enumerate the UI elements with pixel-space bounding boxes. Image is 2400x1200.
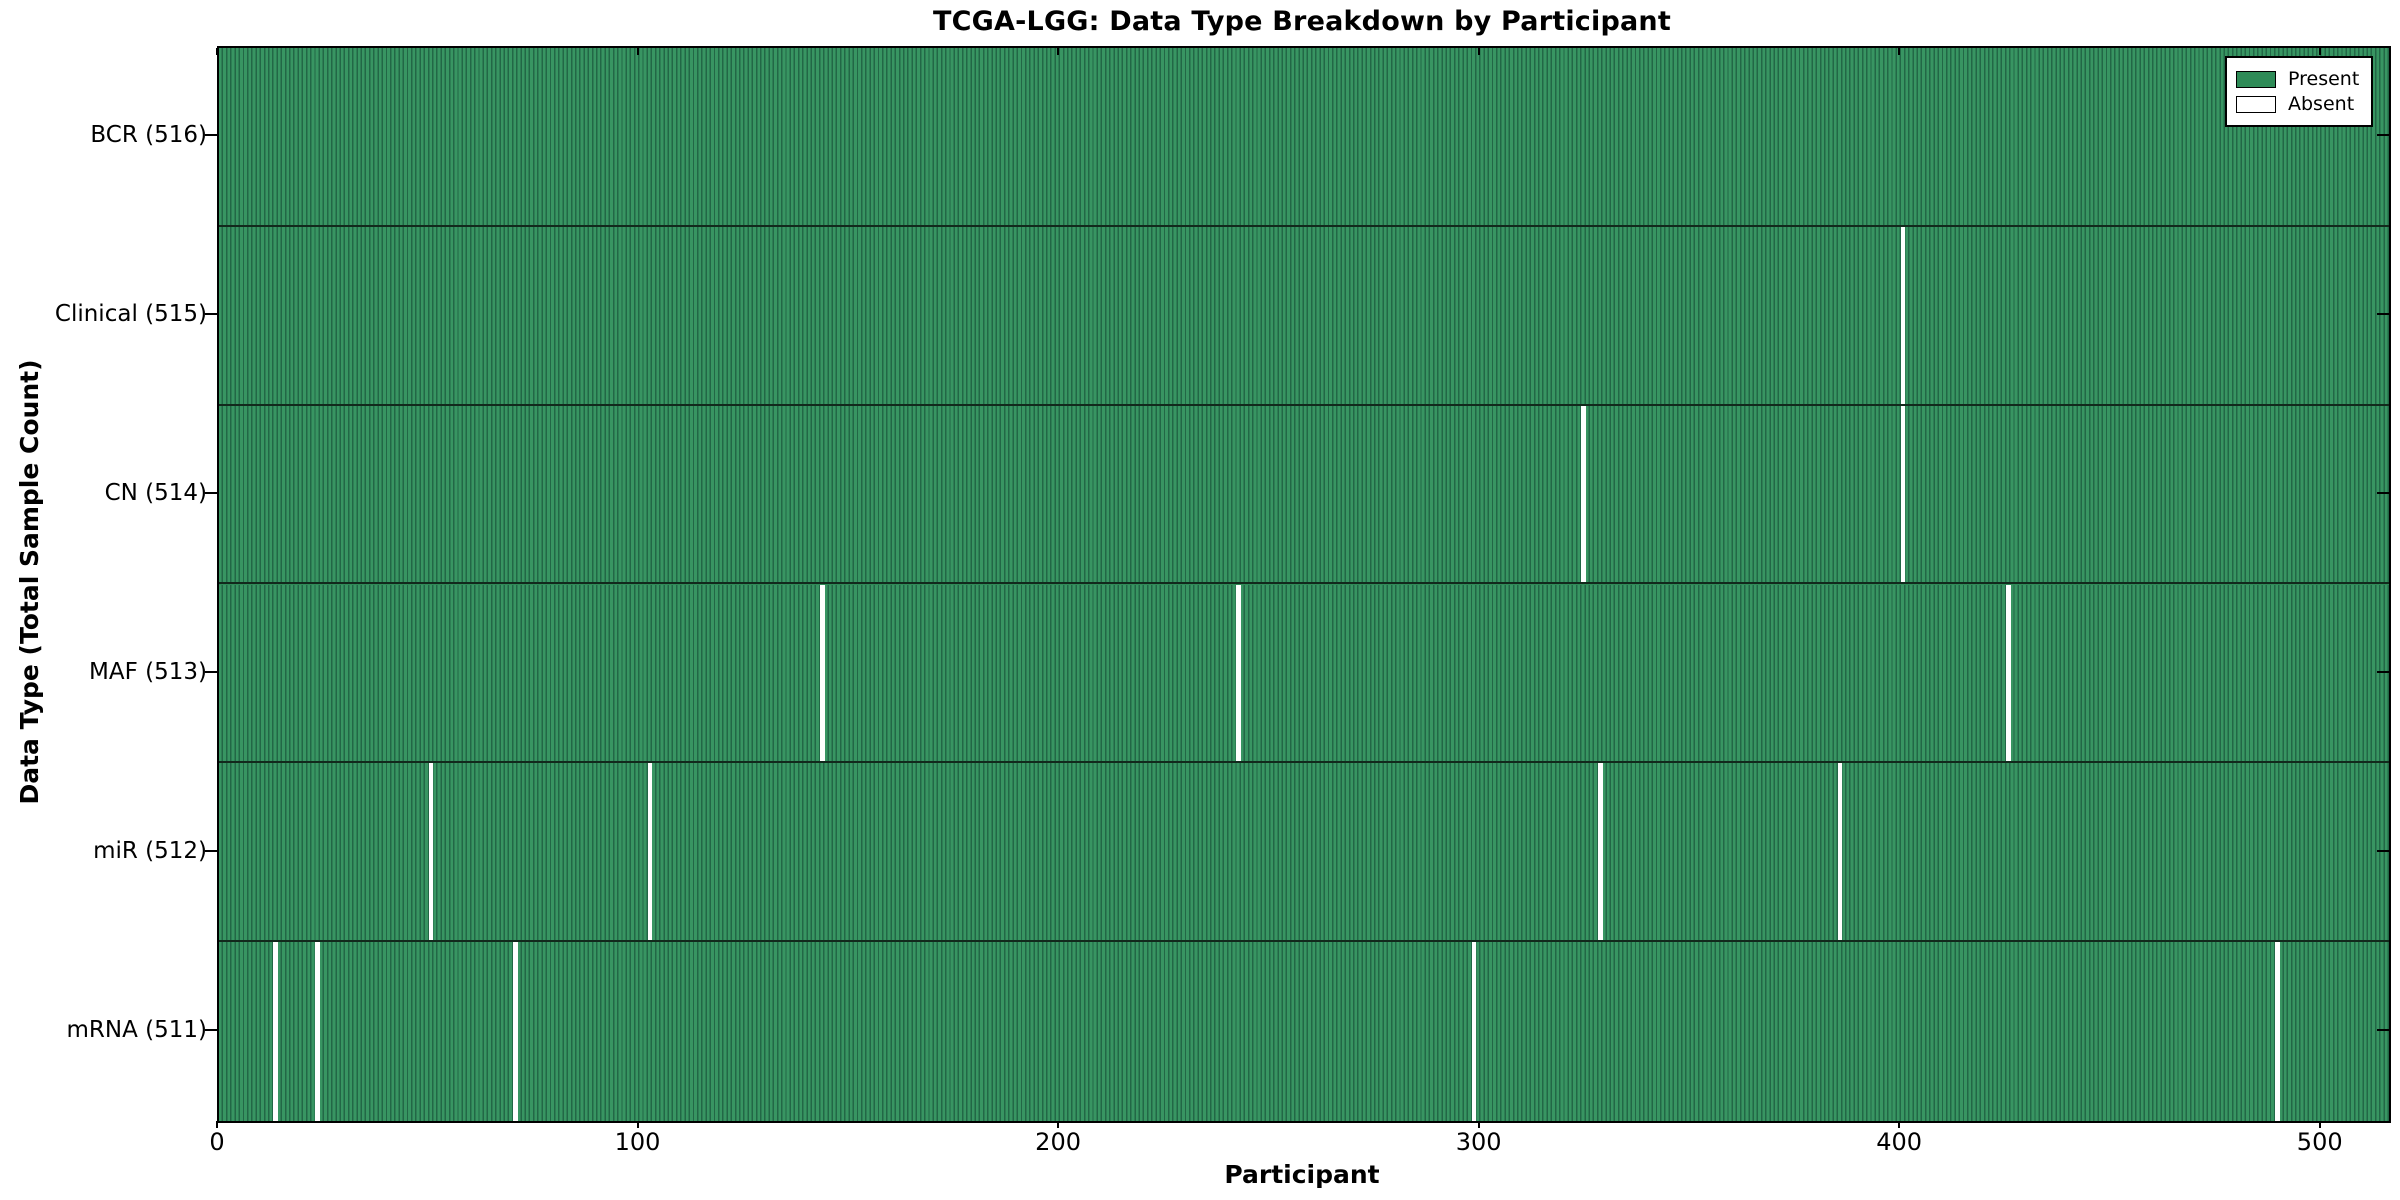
- absent-gap-miR-102: [647, 763, 653, 941]
- absent-gap-mRNA-23: [315, 942, 320, 1121]
- x-tick-bottom: [1898, 1121, 1901, 1128]
- x-tick-top: [1898, 48, 1901, 55]
- x-tick-bottom: [1477, 1121, 1480, 1128]
- row-BCR: [219, 48, 2389, 227]
- absent-gap-Clinical-400: [1900, 226, 1906, 404]
- absent-gap-mRNA-13: [273, 942, 278, 1121]
- y-tick-left: [205, 492, 217, 495]
- x-tick-bottom: [636, 1121, 639, 1128]
- y-axis-title: Data Type (Total Sample Count): [15, 359, 44, 805]
- row-CN: [219, 405, 2389, 585]
- y-tick-left: [205, 670, 217, 673]
- y-tick-left: [205, 313, 217, 316]
- x-tick-bottom: [1057, 1121, 1060, 1128]
- absent-gap-mRNA-489: [2275, 942, 2280, 1121]
- absent-gap-CN-400: [1900, 405, 1906, 583]
- x-axis-title: Participant: [1224, 1160, 1380, 1189]
- x-tick-top: [2318, 48, 2321, 55]
- absent-swatch-icon: [2236, 95, 2276, 113]
- y-tick-label-mRNA: mRNA (511): [66, 1016, 207, 1043]
- legend-present-label: Present: [2288, 68, 2360, 90]
- row-MAF: [219, 584, 2389, 764]
- x-tick-top: [1057, 48, 1060, 55]
- x-tick-label-300: 300: [1455, 1128, 1502, 1156]
- y-tick-right: [2377, 670, 2389, 673]
- present-swatch-icon: [2236, 70, 2276, 88]
- row-Clinical: [219, 226, 2389, 406]
- row-miR: [219, 763, 2389, 943]
- y-tick-label-MAF: MAF (513): [89, 658, 207, 685]
- chart-title: TCGA-LGG: Data Type Breakdown by Partici…: [933, 6, 1671, 37]
- row-mRNA: [219, 942, 2389, 1121]
- absent-gap-MAF-242: [1236, 584, 1241, 762]
- absent-gap-mRNA-298: [1471, 942, 1477, 1121]
- absent-gap-CN-324: [1581, 405, 1586, 583]
- y-tick-right: [2377, 313, 2389, 316]
- x-tick-label-200: 200: [1035, 1128, 1081, 1156]
- absent-gap-miR-328: [1598, 763, 1603, 941]
- y-tick-right: [2377, 492, 2389, 495]
- x-tick-label-100: 100: [614, 1128, 661, 1156]
- x-tick-bottom: [216, 1121, 218, 1128]
- absent-gap-mRNA-70: [513, 942, 518, 1121]
- legend-absent-label: Absent: [2288, 93, 2355, 115]
- x-tick-bottom: [2318, 1121, 2321, 1128]
- y-tick-left: [205, 134, 217, 137]
- absent-gap-MAF-143: [820, 584, 825, 762]
- absent-gap-miR-385: [1837, 763, 1843, 941]
- x-tick-top: [1477, 48, 1480, 55]
- y-tick-left: [205, 849, 217, 852]
- y-tick-right: [2377, 849, 2389, 852]
- x-tick-top: [216, 48, 218, 55]
- absent-gap-miR-50: [428, 763, 434, 941]
- legend: Present Absent: [2225, 56, 2373, 127]
- legend-item-present: Present: [2236, 68, 2362, 90]
- x-tick-top: [636, 48, 639, 55]
- plot-area: [217, 46, 2391, 1123]
- x-tick-label-500: 500: [2296, 1128, 2343, 1156]
- y-tick-label-Clinical: Clinical (515): [54, 301, 207, 328]
- y-tick-label-miR: miR (512): [93, 837, 207, 864]
- y-tick-label-CN: CN (514): [104, 480, 207, 507]
- y-tick-right: [2377, 1028, 2389, 1031]
- y-tick-label-BCR: BCR (516): [90, 122, 207, 149]
- x-tick-label-400: 400: [1876, 1128, 1923, 1156]
- legend-item-absent: Absent: [2236, 93, 2362, 115]
- y-tick-left: [205, 1028, 217, 1031]
- y-tick-right: [2377, 134, 2389, 137]
- absent-gap-MAF-425: [2006, 584, 2011, 762]
- x-tick-label-0: 0: [209, 1128, 225, 1156]
